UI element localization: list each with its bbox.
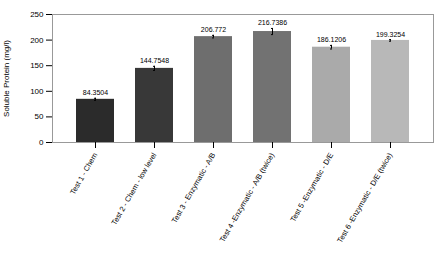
svg-text:144.7548: 144.7548 (140, 57, 169, 64)
svg-text:199.3254: 199.3254 (376, 31, 405, 38)
svg-text:0: 0 (39, 138, 44, 147)
svg-text:216.7386: 216.7386 (258, 19, 287, 26)
svg-text:250: 250 (30, 10, 44, 19)
svg-text:206.772: 206.772 (201, 26, 226, 33)
svg-text:150: 150 (30, 61, 44, 70)
svg-text:Soluble Protein (mg/l): Soluble Protein (mg/l) (2, 40, 11, 117)
svg-text:Test 1 - Chem: Test 1 - Chem (68, 151, 99, 196)
svg-text:100: 100 (30, 87, 44, 96)
svg-text:Test 4 -Enzymatic - A/B (twice: Test 4 -Enzymatic - A/B (twice) (218, 151, 277, 244)
svg-text:Test 6 -Enzymatic - D/E (twice: Test 6 -Enzymatic - D/E (twice) (335, 151, 394, 245)
svg-text:Test 5 -Enzymatic - D/E: Test 5 -Enzymatic - D/E (288, 151, 335, 223)
svg-text:84.3504: 84.3504 (83, 89, 108, 96)
svg-text:200: 200 (30, 36, 44, 45)
svg-text:Test 2 - Chem - low level: Test 2 - Chem - low level (109, 151, 158, 227)
svg-text:50: 50 (35, 112, 44, 121)
svg-text:Test 3 - Enzymatic - A/B: Test 3 - Enzymatic - A/B (170, 151, 218, 224)
svg-text:186.1206: 186.1206 (317, 36, 346, 43)
